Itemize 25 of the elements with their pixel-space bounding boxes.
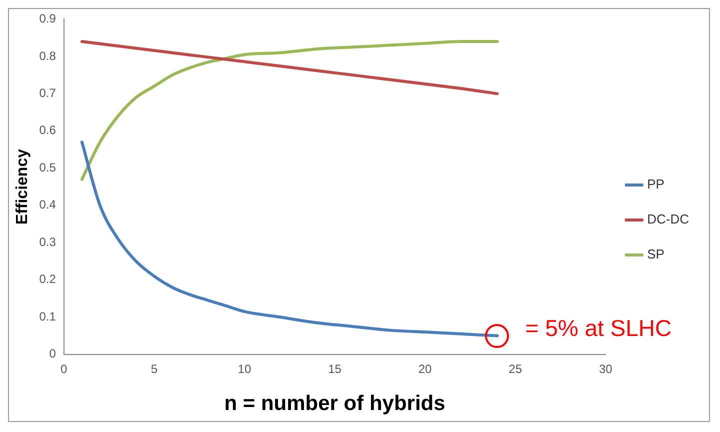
legend-label: DC-DC <box>647 212 690 227</box>
annotation: = 5% at SLHC <box>525 315 672 342</box>
y-tick-label: 0.9 <box>39 12 56 26</box>
x-tick-label: 5 <box>150 362 158 376</box>
y-tick-label: 0.7 <box>39 86 56 100</box>
x-tick-label: 15 <box>328 362 342 376</box>
x-tick-label: 30 <box>598 362 613 376</box>
y-tick-label: 0.1 <box>39 309 56 324</box>
line-series <box>80 40 499 96</box>
x-tick-label: 10 <box>238 362 252 376</box>
y-tick-label: 0.5 <box>39 160 56 174</box>
x-axis-title: n = number of hybrids <box>224 392 446 416</box>
y-tick-label: 0.8 <box>39 48 56 63</box>
y-tick-label: 0 <box>49 346 56 361</box>
y-axis-title: Efficiency <box>14 148 32 225</box>
x-tick-label: 20 <box>418 362 432 376</box>
x-tick-label: 0 <box>60 362 68 376</box>
legend-label: SP <box>647 246 664 262</box>
y-tick-label: 0.4 <box>39 198 56 212</box>
y-tick-label: 0.3 <box>39 234 56 249</box>
y-tick-label: 0.6 <box>39 123 56 138</box>
line-series <box>80 40 499 181</box>
x-tick-label: 25 <box>508 362 522 376</box>
y-tick-label: 0.2 <box>39 272 56 286</box>
legend-label: PP <box>647 176 664 192</box>
